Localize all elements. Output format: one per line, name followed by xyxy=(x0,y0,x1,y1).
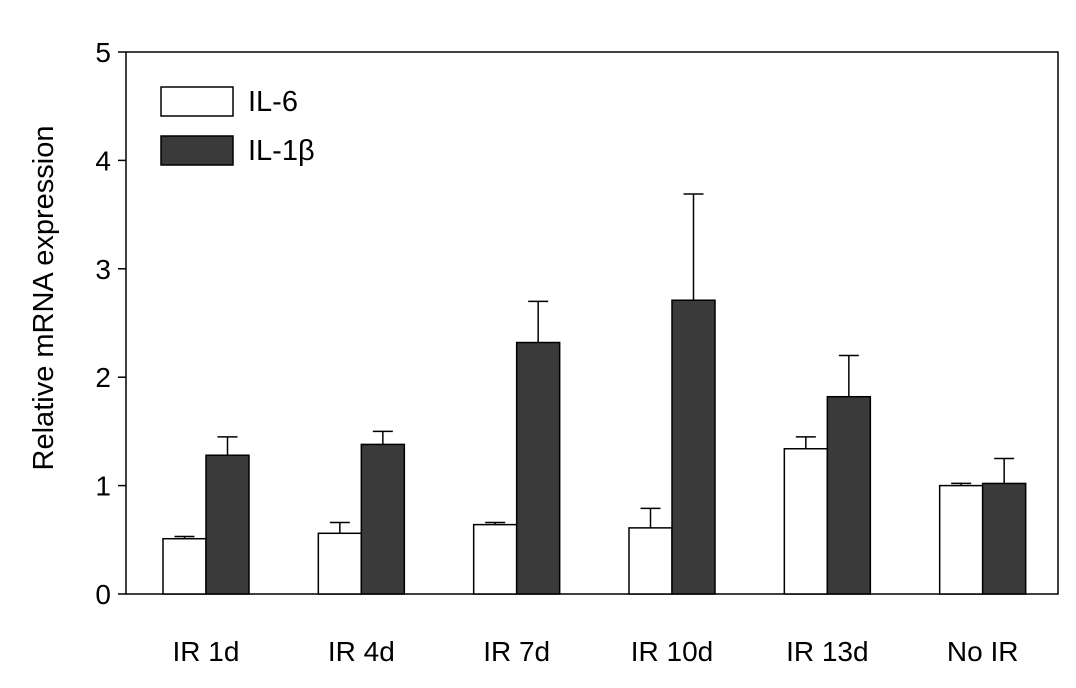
bar-il6-5 xyxy=(938,484,984,595)
bar-il6-4 xyxy=(783,447,829,595)
legend-label-1: IL-1β xyxy=(248,135,315,167)
x-tick-label: IR 4d xyxy=(328,636,395,667)
legend-swatch-0 xyxy=(160,86,234,117)
bar-il6-2 xyxy=(472,523,518,595)
bar-il1b-3 xyxy=(671,299,716,595)
y-tick-label: 1 xyxy=(95,471,111,502)
y-tick-label: 5 xyxy=(95,37,111,68)
y-tick-label: 2 xyxy=(95,362,111,393)
x-tick-label: IR 10d xyxy=(631,636,714,667)
bar-il6-0 xyxy=(162,537,207,595)
bar-il1b-2 xyxy=(515,341,561,595)
y-axis-label: Relative mRNA expression xyxy=(28,126,60,471)
bar-il1b-5 xyxy=(981,482,1027,595)
y-tick-label: 3 xyxy=(95,254,111,285)
y-tick-label: 0 xyxy=(95,579,111,610)
legend-label-0: IL-6 xyxy=(248,86,298,118)
legend-swatch-1 xyxy=(160,135,234,166)
bar-il1b-4 xyxy=(826,395,872,595)
bar-il1b-0 xyxy=(205,454,250,595)
axes-group: 0 1 2 3 4 5 IR 1d IR 4d IR 7d IR 10d IR 13d No IR xyxy=(95,37,1018,667)
bar-il6-1 xyxy=(317,532,363,595)
x-tick-label: IR 1d xyxy=(173,636,240,667)
y-tick-label: 4 xyxy=(95,145,111,176)
bars-group xyxy=(162,193,1027,595)
bar-il1b-1 xyxy=(360,443,406,595)
bar-il6-3 xyxy=(628,527,673,595)
x-tick-label: IR 13d xyxy=(786,636,869,667)
x-tick-label: No IR xyxy=(947,636,1019,667)
plot-frame xyxy=(125,51,1059,595)
x-tick-label: IR 7d xyxy=(483,636,550,667)
legend: IL-6 IL-1β xyxy=(160,86,315,167)
